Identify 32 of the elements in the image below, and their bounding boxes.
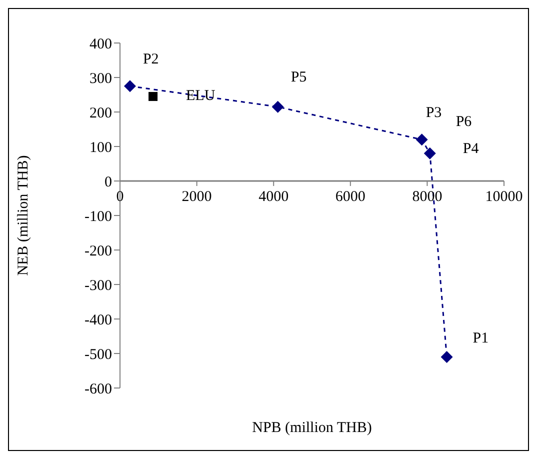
point: [424, 147, 436, 160]
point: [148, 92, 158, 101]
y-tick-label: -500: [84, 346, 112, 363]
annotation: P6: [456, 114, 472, 130]
y-tick-label: -600: [84, 381, 112, 398]
annotation: ELU: [186, 88, 216, 104]
x-tick-label: 4000: [258, 189, 289, 205]
y-axis-title: NEB (million THB): [15, 155, 32, 276]
annotation: P2: [142, 52, 159, 68]
annotation: P4: [462, 140, 480, 157]
point: [440, 350, 453, 363]
x-tick-label: 8000: [412, 189, 442, 205]
point: [272, 100, 284, 113]
annotation: P1: [472, 330, 489, 346]
y-tick-label: 400: [90, 36, 112, 52]
x-tick-label: 0: [116, 189, 124, 205]
y-tick-label: -200: [84, 243, 112, 260]
x-tick-label: 2000: [182, 189, 212, 205]
y-tick-label: 100: [90, 140, 112, 156]
y-tick-label: -300: [84, 278, 112, 294]
x-tick-label: 10000: [485, 189, 523, 205]
annotation: P3: [426, 105, 442, 122]
point: [416, 134, 428, 146]
x-tick-label: 6000: [335, 189, 366, 205]
y-tick-label: 200: [90, 105, 112, 122]
y-tick-label: 0: [104, 174, 112, 190]
x-axis-title: NPB (million THB): [252, 420, 372, 436]
y-tick-label: -400: [84, 312, 112, 328]
y-tick-label: 300: [90, 70, 112, 87]
point: [124, 80, 136, 92]
annotation: P5: [290, 69, 307, 86]
y-tick-label: -100: [84, 208, 112, 225]
